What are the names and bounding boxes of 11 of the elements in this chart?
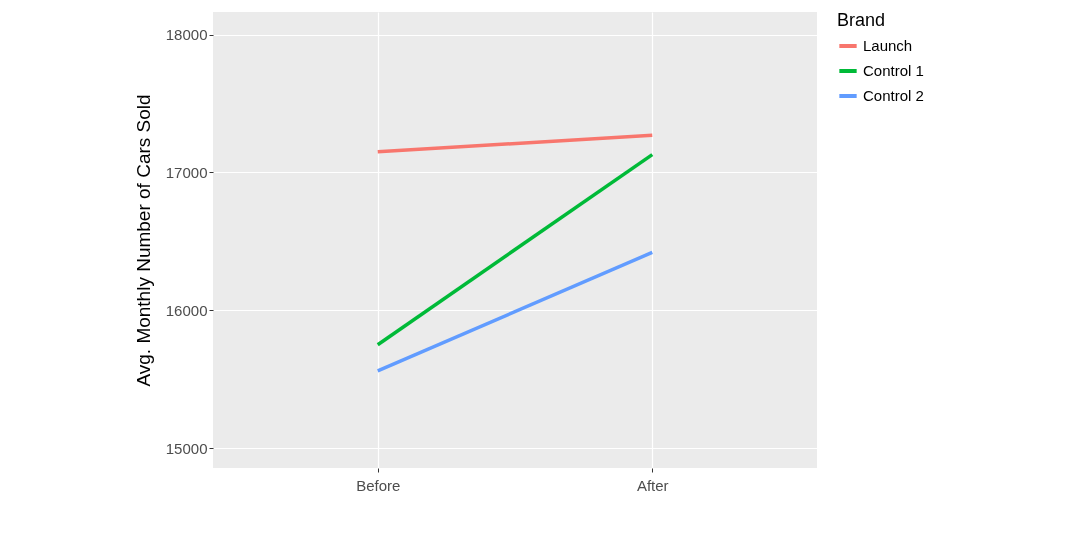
y-tick-label: 18000 xyxy=(165,26,208,44)
legend-title: Brand xyxy=(837,10,886,30)
legend-label: Launch xyxy=(863,37,913,54)
legend-label: Control 1 xyxy=(863,62,924,79)
y-tick-label: 16000 xyxy=(165,301,208,319)
legend-label: Control 2 xyxy=(863,87,924,104)
y-tick-label: 17000 xyxy=(165,164,208,181)
x-tick-label: After xyxy=(636,476,669,494)
y-axis-title: Avg. Monthly Number of Cars Sold xyxy=(132,94,154,387)
x-tick-label: Before xyxy=(356,476,401,494)
y-tick-label: 15000 xyxy=(165,439,208,457)
